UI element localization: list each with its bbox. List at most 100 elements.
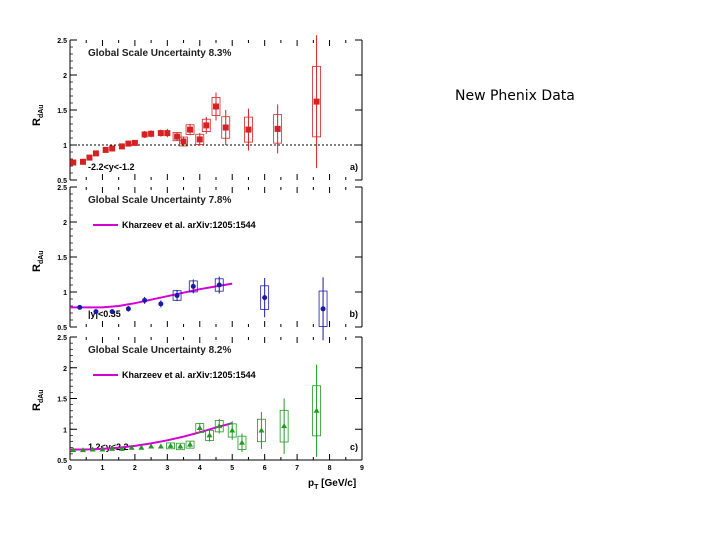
data-point — [79, 158, 86, 165]
data-point — [227, 421, 237, 440]
y-tick-label: 1.5 — [57, 108, 67, 115]
marker — [216, 282, 222, 288]
data-point — [79, 447, 86, 453]
panel-1: 0.5 1 1.5 2 2.5 RdAu Global Scale Uncertainty … — [31, 35, 363, 185]
marker — [93, 309, 99, 315]
y-tick-label: 1.5 — [57, 397, 67, 404]
systematic-box — [214, 420, 224, 433]
data-point — [93, 309, 99, 315]
data-point — [157, 443, 164, 449]
systematic-box — [201, 118, 211, 132]
y-tick-label: 2 — [63, 220, 67, 227]
marker — [109, 445, 116, 451]
data-point — [211, 92, 221, 121]
marker — [174, 133, 181, 140]
data-point — [118, 143, 125, 150]
y-axis-label: RdAu — [31, 104, 45, 126]
systematic-box — [237, 435, 247, 450]
rapidity-label: -2.2<y<-1.2 — [88, 162, 135, 172]
panel-2: 0.5 1 1.5 2 2.5 RdAu Global Scale Uncertainty … — [31, 185, 363, 341]
data-point — [86, 154, 93, 161]
y-tick-label: 1 — [63, 427, 67, 434]
marker — [70, 447, 77, 453]
panel-label: b) — [350, 309, 359, 319]
data-point — [92, 150, 99, 157]
marker — [313, 407, 320, 413]
systematic-box — [312, 385, 321, 437]
data-point — [157, 129, 164, 137]
marker — [258, 427, 265, 433]
y-tick-label: 1 — [63, 290, 67, 297]
data-point — [172, 289, 182, 302]
data-point — [125, 140, 132, 147]
theory-curve — [70, 282, 233, 309]
x-tick-label: 5 — [230, 465, 234, 472]
marker — [222, 124, 229, 131]
data-point — [312, 35, 321, 169]
systematic-box — [185, 440, 195, 449]
marker — [313, 98, 320, 105]
panel-3: 0.5 1 1.5 2 2.5 RdAu Global Scale Uncertainty … — [31, 335, 363, 465]
marker — [245, 126, 252, 133]
marker — [86, 154, 93, 161]
marker — [79, 447, 86, 453]
marker — [206, 432, 213, 438]
marker — [99, 446, 106, 452]
systematic-box — [195, 133, 205, 145]
panel-title: Global Scale Uncertainty 7.8% — [88, 195, 231, 206]
systematic-box — [260, 285, 270, 310]
marker — [213, 103, 219, 110]
systematic-box — [172, 132, 182, 142]
marker — [157, 443, 164, 449]
data-point — [179, 136, 188, 147]
marker — [148, 443, 155, 449]
x-tick-label: 4 — [198, 465, 202, 472]
data-point — [131, 139, 138, 146]
marker — [125, 140, 132, 147]
data-point — [195, 423, 205, 433]
y-tick-label: 0.5 — [57, 178, 67, 185]
panel-label: a) — [350, 162, 358, 172]
marker — [109, 309, 115, 315]
y-tick-label: 1 — [63, 143, 67, 150]
y-axis-label: RdAu — [31, 250, 45, 272]
x-tick-label: 2 — [133, 465, 137, 472]
systematic-box — [179, 136, 188, 147]
y-tick-label: 2.5 — [57, 335, 67, 342]
marker — [79, 158, 86, 165]
data-point — [221, 110, 231, 145]
marker — [238, 439, 245, 445]
marker — [118, 143, 125, 150]
marker — [148, 130, 155, 137]
data-point — [141, 131, 148, 138]
data-point — [158, 300, 164, 308]
marker — [262, 295, 268, 301]
data-point — [148, 130, 155, 138]
data-point — [195, 133, 205, 146]
data-point — [260, 278, 270, 318]
data-point — [77, 304, 83, 310]
x-tick-label: 7 — [295, 465, 299, 472]
data-point — [109, 445, 116, 451]
marker — [320, 306, 326, 312]
data-point — [175, 442, 185, 451]
data-point — [125, 306, 131, 312]
systematic-box — [227, 423, 237, 438]
data-point — [237, 433, 247, 453]
data-point — [70, 447, 77, 453]
systematic-box — [279, 409, 289, 443]
marker — [177, 443, 184, 449]
y-tick-label: 0.5 — [57, 325, 67, 332]
marker — [196, 425, 203, 431]
marker — [174, 293, 180, 298]
marker — [187, 441, 194, 447]
data-point — [138, 444, 145, 450]
marker — [128, 444, 135, 450]
systematic-box — [214, 278, 224, 292]
data-point — [185, 124, 195, 136]
marker — [196, 136, 203, 143]
data-point — [166, 442, 175, 450]
data-point — [70, 159, 77, 166]
marker — [158, 301, 164, 307]
